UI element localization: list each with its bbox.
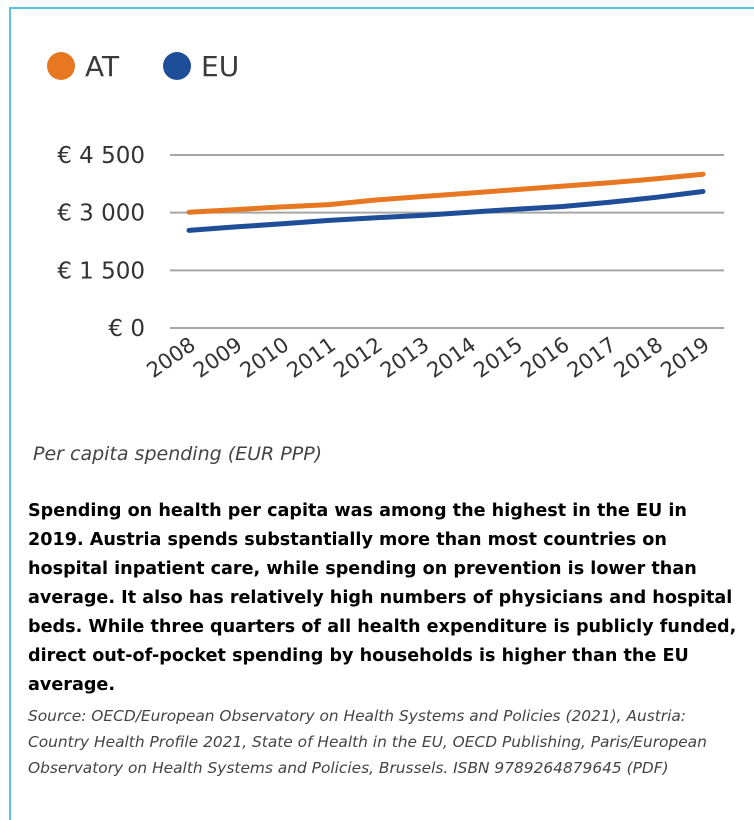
x-tick-label-2016: 2016 [516, 332, 574, 382]
series-line-at [186, 171, 706, 215]
x-tick-label-2010: 2010 [236, 332, 294, 382]
y-tick-label-0: € 0 [108, 316, 145, 342]
legend-swatch-at [47, 52, 75, 80]
legend-swatch-eu [163, 52, 191, 80]
x-tick-label-2013: 2013 [376, 332, 434, 382]
x-axis-ticks: 2008200920102011201220132014201520162017… [142, 332, 714, 382]
x-tick-label-2017: 2017 [563, 332, 621, 382]
summary-text: Spending on health per capita was among … [28, 501, 737, 695]
y-axis-ticks: € 0 € 1 500 € 3 000 € 4 500 [57, 143, 145, 342]
x-tick-label-2014: 2014 [423, 332, 481, 382]
x-tick-label-2009: 2009 [189, 332, 247, 382]
line-chart: AT EU € 0€ 1 500€ 3 000€ 4 500 2008200920… [47, 50, 724, 383]
x-tick-label-2011: 2011 [282, 332, 340, 382]
legend-label-eu: EU [201, 50, 239, 83]
source-citation: Source: OECD/European Observatory on Hea… [28, 707, 707, 777]
chart-caption: Per capita spending (EUR PPP) [33, 443, 323, 465]
x-tick-label-2015: 2015 [469, 332, 527, 382]
y-tick-label-3000: € 3 000 [57, 201, 145, 227]
chart-series [186, 171, 706, 233]
x-tick-label-2012: 2012 [329, 332, 387, 382]
info-card [9, 7, 754, 820]
x-tick-label-2008: 2008 [142, 332, 200, 382]
y-tick-label-4500: € 4 500 [57, 143, 145, 169]
x-tick-label-2018: 2018 [610, 332, 668, 382]
chart-legend: AT EU [47, 50, 239, 83]
y-tick-label-1500: € 1 500 [57, 258, 145, 284]
legend-label-at: AT [85, 50, 120, 83]
series-line-eu [186, 189, 706, 233]
x-tick-label-2019: 2019 [656, 332, 714, 382]
